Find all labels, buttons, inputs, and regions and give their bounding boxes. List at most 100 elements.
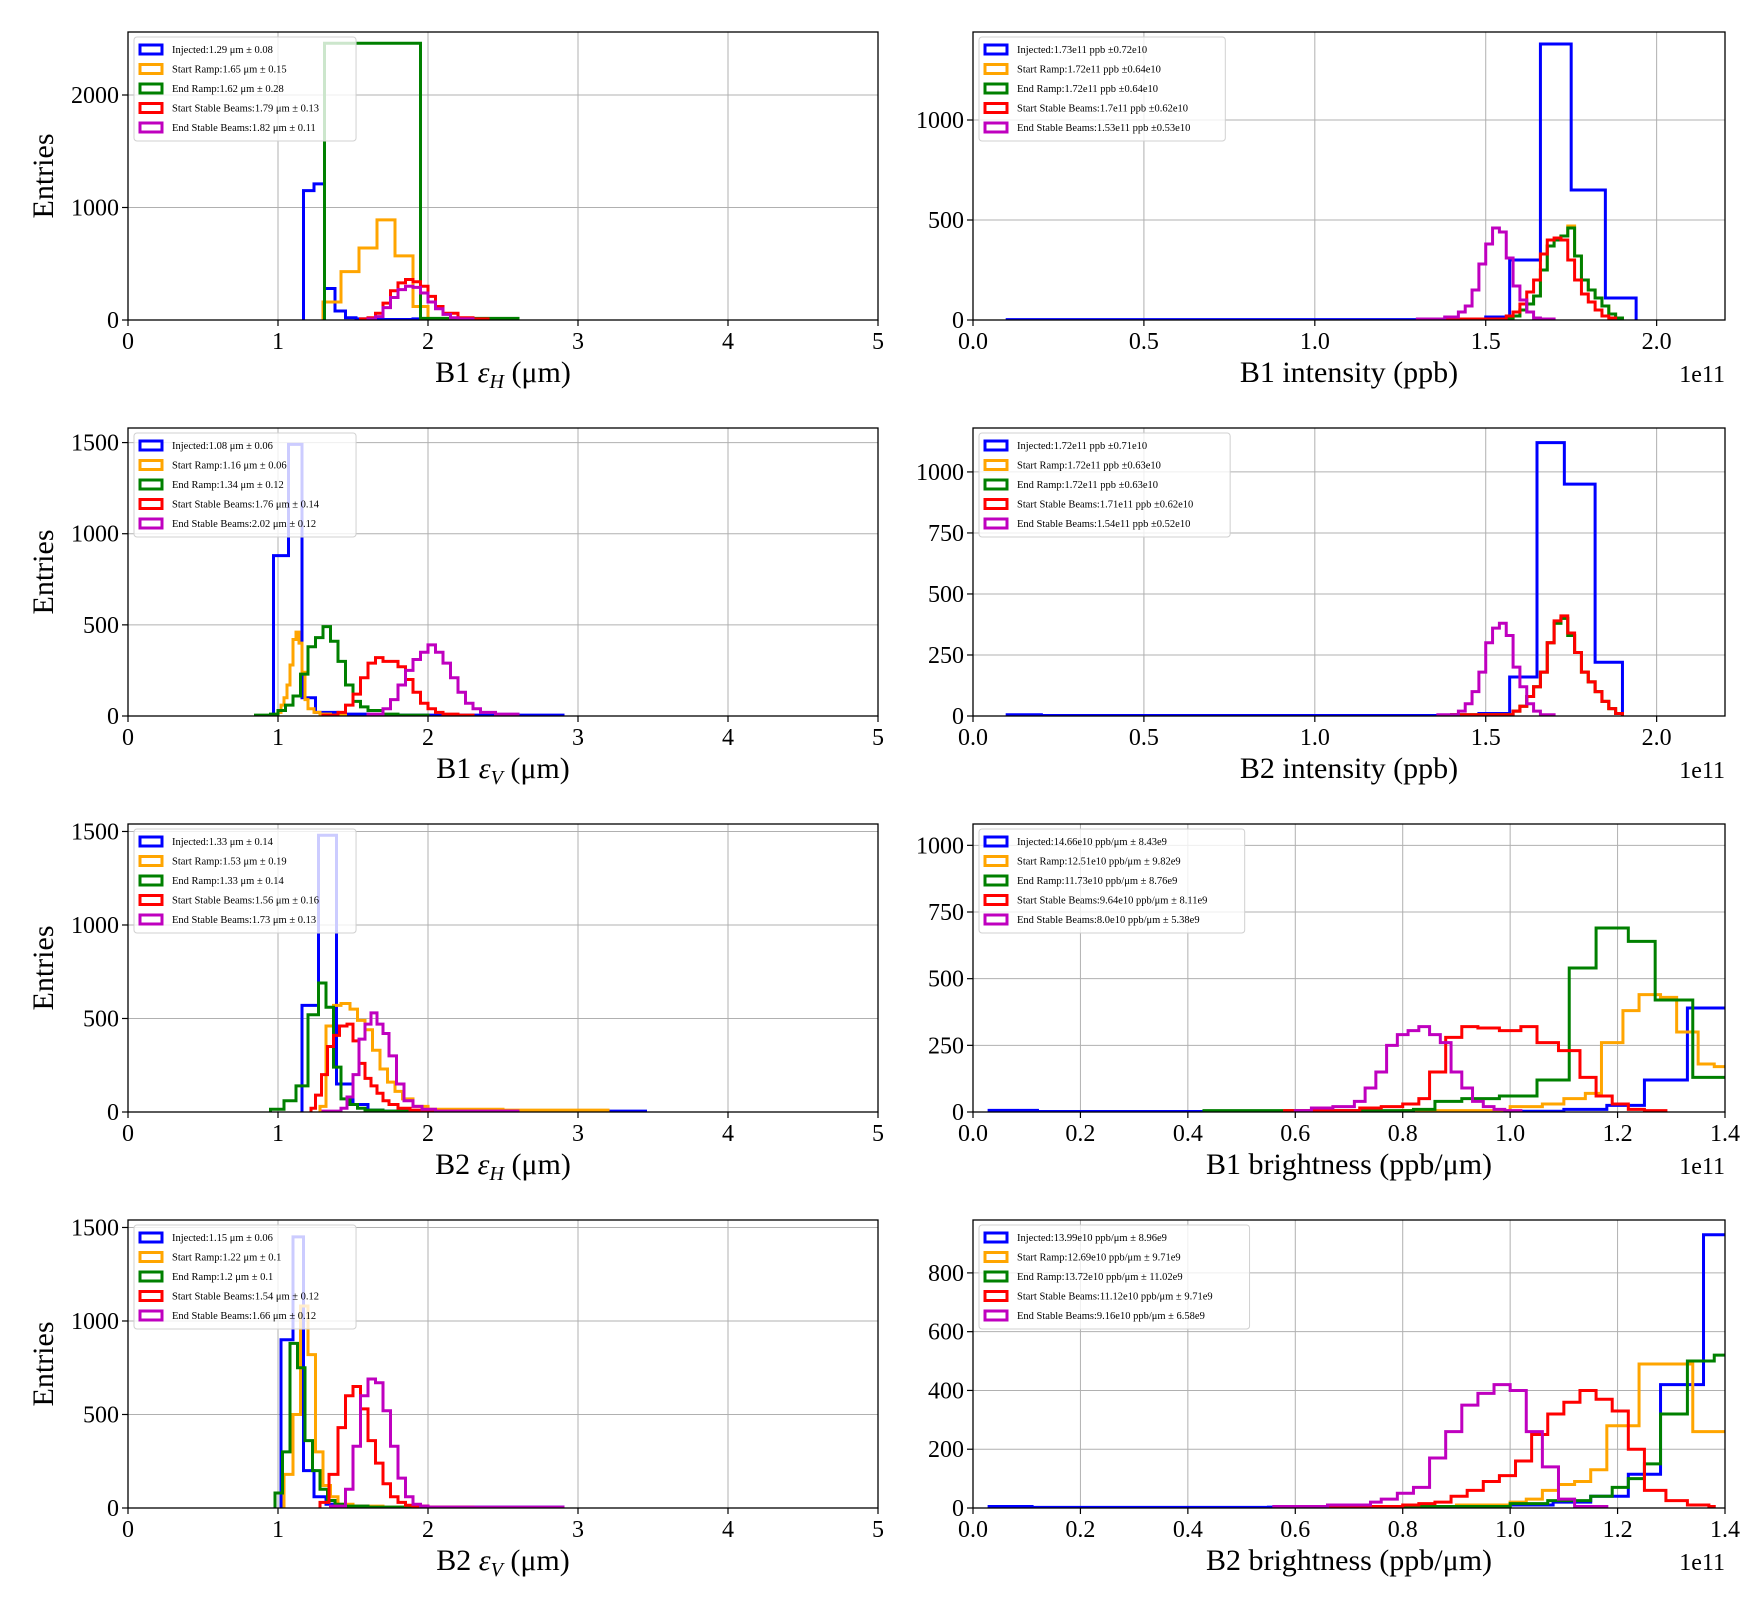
histogram-series-start-stable-beams bbox=[1450, 614, 1624, 716]
legend-entry: End Stable Beams:1.54e11 ppb ±0.52e10 bbox=[1017, 519, 1190, 530]
x-tick-label: 0 bbox=[122, 725, 134, 751]
y-tick-label: 250 bbox=[928, 643, 964, 669]
x-tick-label: 3 bbox=[572, 725, 584, 751]
x-tick-label: 0.6 bbox=[1280, 1517, 1310, 1543]
legend-entry: Start Ramp:12.69e10 ppb/μm ± 9.71e9 bbox=[1017, 1253, 1181, 1264]
x-tick-label: 0 bbox=[122, 1517, 134, 1543]
legend: Injected:13.99e10 ppb/μm ± 8.96e9 Start R… bbox=[978, 1224, 1251, 1330]
x-tick-label: 2 bbox=[422, 329, 434, 355]
histogram-series-end-stable-beams bbox=[321, 1011, 520, 1112]
y-tick-label: 1000 bbox=[71, 522, 119, 548]
legend-swatch-start-ramp bbox=[983, 63, 1009, 75]
x-tick-label: 0 bbox=[122, 1121, 134, 1147]
y-tick-label: 0 bbox=[107, 704, 119, 730]
x-tick-label: 1 bbox=[272, 329, 284, 355]
chart-panel-b2-intensity: 0.0 0.5 1.0 1.5 2.0 0 250 500 750 1000 B2 intensit… bbox=[916, 427, 1726, 785]
histogram-series-end-stable-beams bbox=[1415, 226, 1556, 320]
y-tick-label: 1000 bbox=[71, 196, 119, 222]
legend-entry: Start Stable Beams:1.76 μm ± 0.14 bbox=[172, 500, 320, 511]
axes-frame bbox=[972, 823, 1726, 1113]
legend-swatch-end-ramp bbox=[138, 874, 164, 887]
histogram-series-end-stable-beams bbox=[366, 643, 520, 716]
legend-swatch-injected bbox=[138, 439, 164, 452]
legend-entry: End Stable Beams:1.82 μm ± 0.11 bbox=[172, 123, 316, 134]
legend-entry: Start Ramp:1.72e11 ppb ±0.63e10 bbox=[1017, 461, 1161, 472]
histogram-series-start-ramp bbox=[1401, 993, 1725, 1112]
legend-box bbox=[133, 36, 357, 142]
legend-swatch-end-stable-beams bbox=[138, 1309, 164, 1322]
legend-entry: Start Ramp:12.51e10 ppb/μm ± 9.82e9 bbox=[1017, 857, 1181, 868]
histogram-series-start-ramp bbox=[318, 1002, 610, 1112]
histogram-series-start-ramp bbox=[269, 630, 347, 716]
x-offset-label: 1e11 bbox=[1679, 362, 1725, 388]
legend-swatch-end-ramp bbox=[138, 82, 164, 95]
x-tick-label: 5 bbox=[872, 1517, 884, 1543]
legend-swatch-end-stable-beams bbox=[983, 1309, 1009, 1322]
x-tick-label: 0.5 bbox=[1129, 725, 1159, 751]
legend-entry: End Stable Beams:8.0e10 ppb/μm ± 5.38e9 bbox=[1017, 915, 1200, 926]
x-tick-label: 1.4 bbox=[1710, 1121, 1740, 1147]
legend-entry: End Ramp:1.2 μm ± 0.1 bbox=[172, 1272, 273, 1283]
x-offset-label: 1e11 bbox=[1679, 1154, 1725, 1180]
x-tick-label: 2 bbox=[422, 1121, 434, 1147]
legend-entry: End Ramp:11.73e10 ppb/μm ± 8.76e9 bbox=[1017, 876, 1177, 887]
x-tick-label: 0 bbox=[122, 329, 134, 355]
axes-frame bbox=[127, 31, 879, 321]
legend-swatch-start-stable-beams bbox=[983, 894, 1009, 906]
x-axis-label: B1 εV (μm) bbox=[436, 752, 569, 789]
legend-entry: Start Ramp:1.16 μm ± 0.06 bbox=[172, 461, 287, 472]
y-tick-label: 0 bbox=[107, 1100, 119, 1126]
legend-box bbox=[133, 1224, 357, 1330]
y-tick-label: 1000 bbox=[916, 833, 964, 859]
legend-swatch-injected bbox=[983, 835, 1009, 848]
axes-frame bbox=[972, 427, 1726, 717]
x-axis-label: B2 brightness (ppb/μm) bbox=[1206, 1544, 1492, 1577]
y-tick-label: 400 bbox=[928, 1378, 964, 1404]
axes-frame bbox=[127, 1219, 879, 1509]
x-tick-label: 2.0 bbox=[1642, 329, 1672, 355]
legend-swatch-start-ramp bbox=[138, 63, 164, 75]
legend: Injected:14.66e10 ppb/μm ± 8.43e9 Start R… bbox=[978, 828, 1246, 934]
histogram-series-end-stable-beams bbox=[1293, 1025, 1523, 1112]
histogram-series-start-stable-beams bbox=[1293, 1388, 1716, 1508]
x-tick-label: 0.0 bbox=[958, 329, 988, 355]
x-tick-label: 0.0 bbox=[958, 1517, 988, 1543]
histogram-series-end-ramp bbox=[1401, 1353, 1725, 1508]
x-tick-label: 1 bbox=[272, 1121, 284, 1147]
histogram-series-end-ramp bbox=[269, 981, 430, 1112]
histogram-series-start-stable-beams bbox=[321, 656, 475, 716]
legend-swatch-start-ramp bbox=[138, 855, 164, 867]
chart-panel-b1-eh: 0 1 2 3 4 5 0 1000 2000 B1 εH (μm) Entries Injected… bbox=[27, 31, 884, 393]
histogram-series-start-stable-beams bbox=[1283, 1025, 1668, 1112]
x-tick-label: 0.8 bbox=[1388, 1517, 1418, 1543]
chart-panel-b1-brightness: 0.0 0.2 0.4 0.6 0.8 1.0 1.2 1.4 0 250 500 750 1000 B1… bbox=[916, 823, 1740, 1181]
legend-swatch-start-ramp bbox=[138, 1251, 164, 1263]
x-tick-label: 5 bbox=[872, 1121, 884, 1147]
legend-entry: Injected:1.08 μm ± 0.06 bbox=[172, 441, 273, 452]
legend-entry: Injected:1.33 μm ± 0.14 bbox=[172, 837, 274, 848]
y-tick-label: 1500 bbox=[71, 819, 119, 845]
x-axis-label: B2 εH (μm) bbox=[435, 1148, 571, 1185]
chart-panel-b2-brightness: 0.0 0.2 0.4 0.6 0.8 1.0 1.2 1.4 0 200 400 600 800 B2 … bbox=[928, 1219, 1740, 1577]
legend-swatch-end-ramp bbox=[983, 874, 1009, 887]
axes-frame bbox=[972, 31, 1726, 321]
legend-swatch-start-stable-beams bbox=[983, 102, 1009, 114]
legend-swatch-injected bbox=[138, 1231, 164, 1244]
histogram-series-end-stable-beams bbox=[329, 1377, 565, 1508]
x-tick-label: 0.0 bbox=[958, 725, 988, 751]
y-axis-label: Entries bbox=[27, 926, 60, 1011]
histogram-series-start-stable-beams bbox=[359, 278, 490, 320]
x-tick-label: 3 bbox=[572, 329, 584, 355]
legend-entry: Start Ramp:1.65 μm ± 0.15 bbox=[172, 65, 287, 76]
x-tick-label: 4 bbox=[722, 725, 734, 751]
x-tick-label: 2.0 bbox=[1642, 725, 1672, 751]
legend-entry: Injected:1.15 μm ± 0.06 bbox=[172, 1233, 273, 1244]
x-tick-label: 4 bbox=[722, 329, 734, 355]
y-tick-label: 2000 bbox=[71, 83, 119, 109]
legend-swatch-end-stable-beams bbox=[983, 517, 1009, 530]
y-tick-label: 600 bbox=[928, 1320, 964, 1346]
legend-swatch-start-ramp bbox=[983, 459, 1009, 471]
x-tick-label: 0.4 bbox=[1173, 1121, 1203, 1147]
x-axis-label: B1 εH (μm) bbox=[435, 356, 571, 393]
